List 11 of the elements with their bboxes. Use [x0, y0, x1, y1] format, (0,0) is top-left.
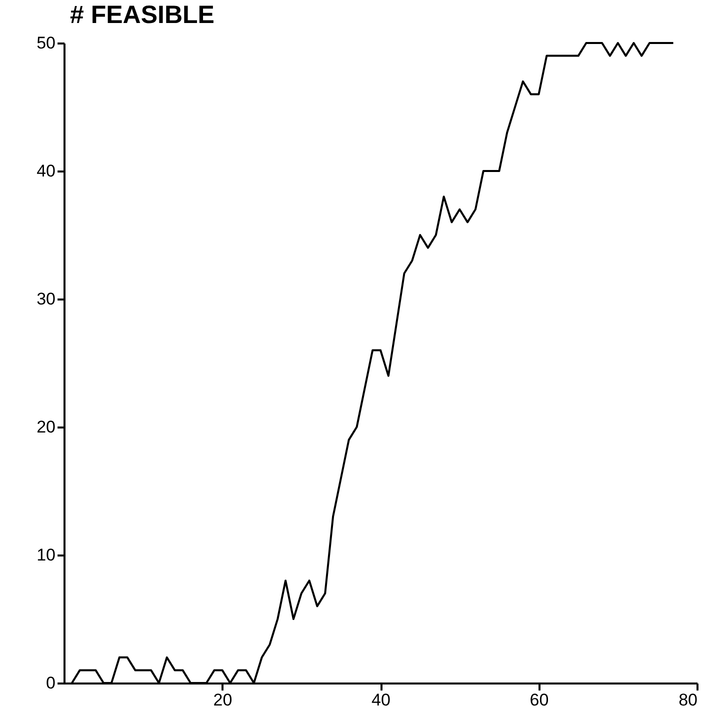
- x-tick-label: 20: [213, 690, 232, 710]
- y-tick-label: 50: [36, 34, 56, 52]
- y-tick-label: 10: [36, 546, 56, 564]
- chart-title: # FEASIBLE: [70, 1, 214, 29]
- y-tick-label: 20: [36, 418, 56, 436]
- x-tick-label: 60: [530, 690, 549, 710]
- y-tick-label: 40: [36, 162, 56, 180]
- y-tick-label: 30: [36, 290, 56, 308]
- x-tick-label: 40: [372, 690, 390, 710]
- y-tick-label: 0: [46, 674, 56, 692]
- x-tick-label: 80: [678, 690, 698, 710]
